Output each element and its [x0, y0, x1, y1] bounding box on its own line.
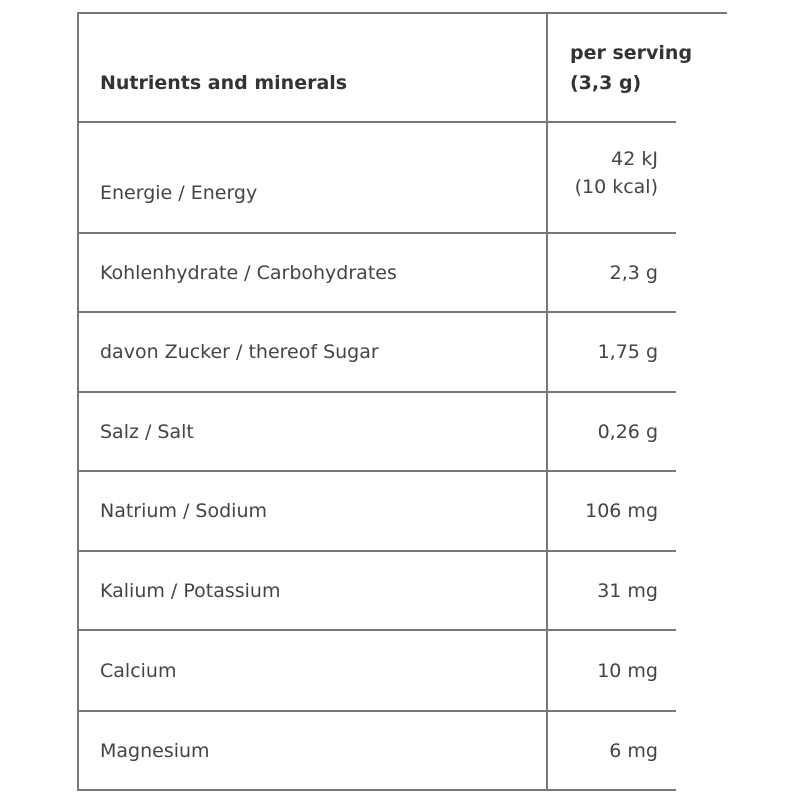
- table-border-top: [78, 12, 727, 14]
- row-value: 0,26 g: [597, 420, 658, 443]
- row-value: 42 kJ (10 kcal): [550, 145, 658, 201]
- row-name: Salz / Salt: [100, 420, 194, 443]
- row-divider: [78, 391, 676, 393]
- row-value: 1,75 g: [597, 341, 658, 363]
- row-value: 6 mg: [609, 739, 658, 762]
- row-name: Magnesium: [100, 739, 210, 762]
- row-value: 10 mg: [597, 659, 658, 682]
- header-per-serving: per serving (3,3 g): [570, 38, 692, 98]
- row-name: Kohlenhydrate / Carbohydrates: [100, 261, 397, 284]
- row-value: 106 mg: [585, 500, 658, 522]
- row-value: 31 mg: [597, 579, 658, 602]
- energy-kcal: (10 kcal): [574, 176, 658, 198]
- header-per-serving-line2: (3,3 g): [570, 72, 642, 94]
- table-border-left: [77, 12, 79, 791]
- row-divider: [78, 550, 676, 552]
- row-name: Energie / Energy: [100, 182, 258, 204]
- row-name: Natrium / Sodium: [100, 500, 268, 522]
- row-divider: [78, 470, 676, 472]
- row-divider: [78, 311, 676, 313]
- row-value: 2,3 g: [609, 261, 658, 284]
- row-name: Calcium: [100, 659, 177, 682]
- header-per-serving-line1: per serving: [570, 42, 693, 64]
- row-divider: [78, 232, 676, 234]
- row-name: Kalium / Potassium: [100, 579, 281, 602]
- row-name: davon Zucker / thereof Sugar: [100, 341, 379, 363]
- column-divider: [546, 12, 548, 791]
- header-nutrients: Nutrients and minerals: [100, 72, 348, 94]
- row-divider: [78, 710, 676, 712]
- row-divider: [78, 629, 676, 631]
- row-divider: [78, 121, 676, 123]
- table-border-bottom: [78, 789, 676, 791]
- energy-kj: 42 kJ: [611, 148, 658, 170]
